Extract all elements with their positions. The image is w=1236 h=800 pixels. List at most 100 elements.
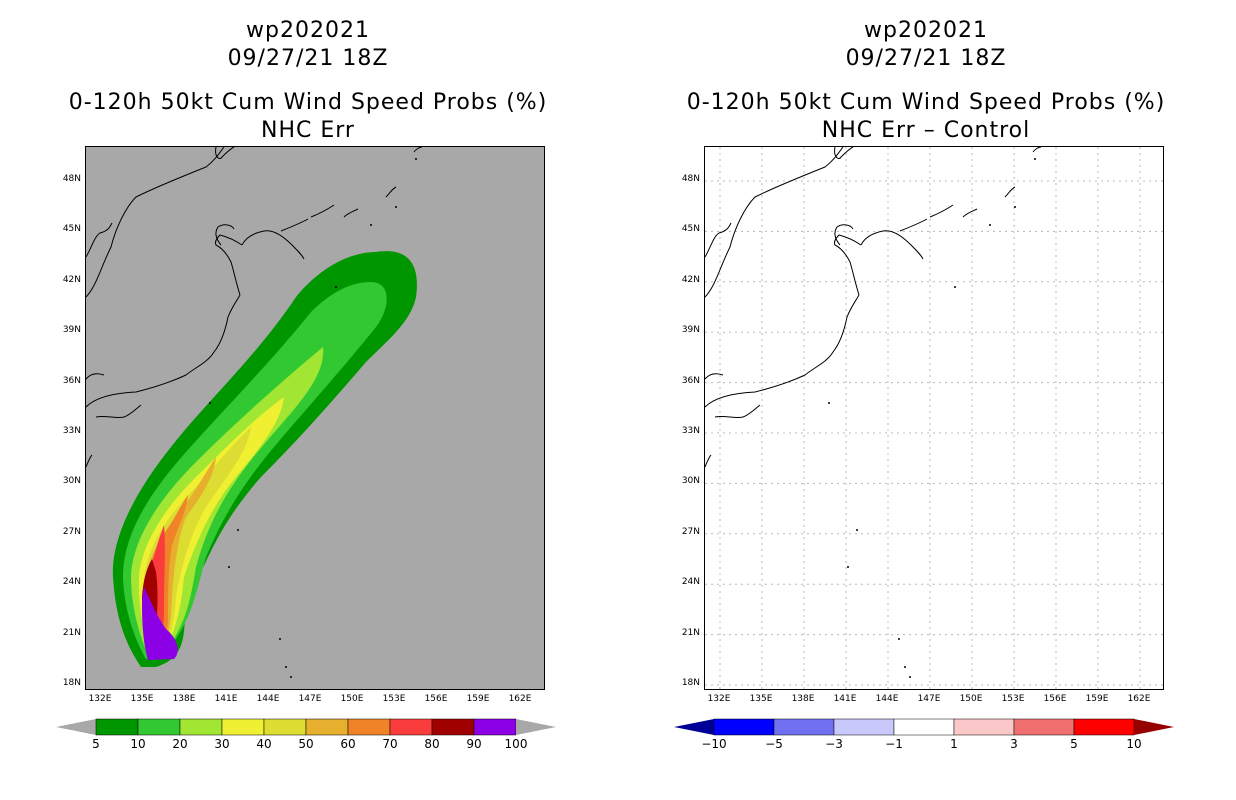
left-lat-label: 39N bbox=[62, 325, 81, 336]
left-lat-label: 21N bbox=[62, 627, 81, 638]
left-colorbar-label: 90 bbox=[466, 737, 482, 751]
coastline-segment bbox=[834, 234, 862, 296]
right-lon-label: 162E bbox=[1127, 694, 1151, 704]
right-colorbar-label: 1 bbox=[950, 737, 958, 751]
left-lon-label: 135E bbox=[130, 694, 154, 704]
coastline-segment bbox=[899, 218, 928, 232]
right-lat-label: 24N bbox=[681, 577, 700, 588]
left-lat-label: 27N bbox=[62, 526, 81, 537]
coastline-segment bbox=[962, 208, 978, 218]
coastline-segment bbox=[86, 454, 93, 468]
island bbox=[954, 286, 956, 288]
left-storm-id: wp202021 bbox=[246, 18, 370, 43]
right-colorbar-label: −1 bbox=[885, 737, 903, 751]
left-lon-label: 144E bbox=[256, 694, 280, 704]
left-colorbar-swatch bbox=[263, 718, 307, 736]
coastline-segment bbox=[86, 294, 241, 408]
left-colorbar-label: 80 bbox=[424, 737, 440, 751]
left-colorbar-over-triangle bbox=[516, 719, 556, 735]
left-lat-label: 18N bbox=[62, 678, 81, 688]
right-lon-label: 150E bbox=[959, 694, 983, 704]
left-map-panel bbox=[85, 146, 545, 690]
coastline-segment bbox=[714, 404, 761, 419]
right-colorbar-swatch bbox=[1073, 718, 1135, 736]
right-colorbar-label: 10 bbox=[1126, 737, 1142, 751]
left-subtitle: NHC Err bbox=[261, 118, 355, 143]
right-lat-label: 48N bbox=[681, 174, 700, 184]
left-colorbar-label: 60 bbox=[340, 737, 356, 751]
coastline-segment bbox=[705, 147, 844, 298]
right-lon-label: 156E bbox=[1043, 694, 1067, 704]
coastline-segment bbox=[705, 373, 724, 380]
island bbox=[1034, 158, 1036, 160]
coastline-segment bbox=[860, 230, 924, 260]
island bbox=[279, 638, 281, 640]
island bbox=[335, 286, 337, 288]
left-lat-label: 33N bbox=[62, 426, 81, 436]
left-lon-label: 153E bbox=[382, 694, 406, 704]
right-lat-label: 18N bbox=[681, 678, 700, 688]
coastline-segment bbox=[929, 204, 954, 218]
left-lat-label: 36N bbox=[62, 375, 81, 386]
left-colorbar-swatch bbox=[431, 718, 475, 736]
island bbox=[828, 402, 830, 404]
island bbox=[415, 158, 417, 160]
left-colorbar-swatch bbox=[95, 718, 139, 736]
left-colorbar-label: 30 bbox=[214, 737, 230, 751]
coastline-segment bbox=[834, 147, 854, 160]
left-lat-label: 48N bbox=[62, 174, 81, 184]
right-coastline bbox=[705, 147, 1042, 678]
left-lon-label: 141E bbox=[214, 694, 238, 704]
left-datetime: 09/27/21 18Z bbox=[227, 46, 389, 71]
left-colorbar-label: 50 bbox=[298, 737, 314, 751]
island bbox=[847, 566, 849, 568]
right-colorbar-label: −3 bbox=[825, 737, 843, 751]
coastline-segment bbox=[705, 294, 860, 408]
right-lon-label: 153E bbox=[1001, 694, 1025, 704]
coastline-segment bbox=[705, 454, 712, 468]
right-map-panel bbox=[704, 146, 1164, 690]
probability-swath bbox=[112, 251, 417, 667]
left-lon-label: 147E bbox=[298, 694, 322, 704]
island bbox=[909, 676, 911, 678]
right-map-svg bbox=[705, 147, 1163, 689]
coastline-segment bbox=[215, 224, 235, 246]
coastline-segment bbox=[413, 147, 423, 153]
right-lon-label: 135E bbox=[749, 694, 773, 704]
right-colorbar-swatch bbox=[893, 718, 955, 736]
coastline-segment bbox=[385, 186, 397, 198]
coastline-segment bbox=[280, 218, 309, 232]
left-coastline bbox=[86, 147, 423, 678]
island bbox=[989, 224, 991, 226]
left-colorbar-label: 40 bbox=[256, 737, 272, 751]
left-colorbar bbox=[56, 718, 556, 736]
left-product-title: 0-120h 50kt Cum Wind Speed Probs (%) bbox=[68, 90, 548, 115]
right-lat-label: 42N bbox=[681, 274, 700, 285]
swath-90 bbox=[142, 587, 178, 660]
left-colorbar-label: 100 bbox=[504, 737, 528, 751]
left-colorbar-under-triangle bbox=[56, 719, 96, 735]
left-lon-label: 162E bbox=[508, 694, 532, 704]
coastline-segment bbox=[215, 234, 243, 296]
left-lon-label: 150E bbox=[340, 694, 364, 704]
left-map-svg bbox=[86, 147, 544, 689]
right-lon-label: 141E bbox=[833, 694, 857, 704]
right-colorbar-swatch bbox=[953, 718, 1015, 736]
island bbox=[904, 666, 906, 668]
right-datetime: 09/27/21 18Z bbox=[845, 46, 1007, 71]
right-lat-label: 27N bbox=[681, 526, 700, 537]
right-lon-label: 159E bbox=[1085, 694, 1109, 704]
coastline-segment bbox=[241, 230, 305, 260]
coastline-segment bbox=[86, 373, 105, 380]
left-lat-label: 42N bbox=[62, 274, 81, 285]
island bbox=[237, 529, 239, 531]
left-lon-label: 132E bbox=[88, 694, 112, 704]
right-product-title: 0-120h 50kt Cum Wind Speed Probs (%) bbox=[686, 90, 1166, 115]
coastline-segment bbox=[834, 224, 854, 246]
left-lat-label: 24N bbox=[62, 577, 81, 588]
coastline-segment bbox=[86, 147, 225, 298]
right-subtitle: NHC Err – Control bbox=[821, 118, 1031, 143]
coastline-segment bbox=[86, 222, 113, 258]
left-colorbar-swatch bbox=[473, 718, 517, 736]
right-colorbar-label: −10 bbox=[701, 737, 727, 751]
